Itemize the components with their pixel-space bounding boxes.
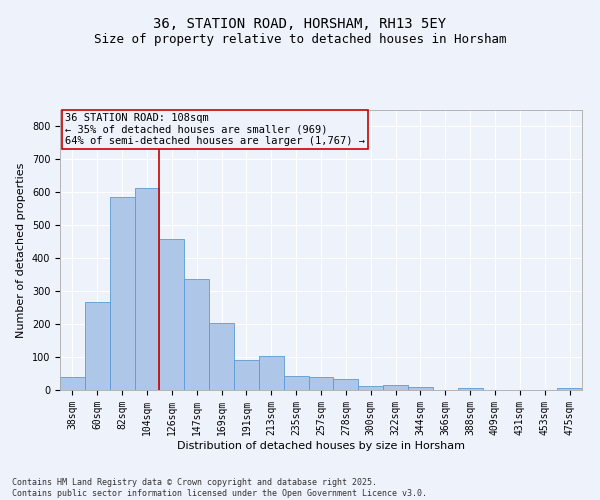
X-axis label: Distribution of detached houses by size in Horsham: Distribution of detached houses by size …	[177, 440, 465, 450]
Bar	[110, 198, 134, 390]
Bar	[334, 380, 358, 390]
Text: Size of property relative to detached houses in Horsham: Size of property relative to detached ho…	[94, 32, 506, 46]
Bar	[408, 386, 433, 390]
Text: 36 STATION ROAD: 108sqm
← 35% of detached houses are smaller (969)
64% of semi-d: 36 STATION ROAD: 108sqm ← 35% of detache…	[65, 113, 365, 146]
Bar	[259, 356, 284, 390]
Bar	[184, 279, 209, 390]
Bar	[134, 188, 160, 390]
Bar	[458, 388, 482, 390]
Bar	[234, 360, 259, 390]
Bar	[60, 377, 85, 390]
Bar	[358, 386, 383, 390]
Bar	[85, 302, 110, 390]
Bar	[284, 376, 308, 390]
Bar	[160, 239, 184, 390]
Bar	[308, 378, 334, 390]
Y-axis label: Number of detached properties: Number of detached properties	[16, 162, 26, 338]
Text: Contains HM Land Registry data © Crown copyright and database right 2025.
Contai: Contains HM Land Registry data © Crown c…	[12, 478, 427, 498]
Bar	[209, 324, 234, 390]
Text: 36, STATION ROAD, HORSHAM, RH13 5EY: 36, STATION ROAD, HORSHAM, RH13 5EY	[154, 18, 446, 32]
Bar	[557, 388, 582, 390]
Bar	[383, 385, 408, 390]
